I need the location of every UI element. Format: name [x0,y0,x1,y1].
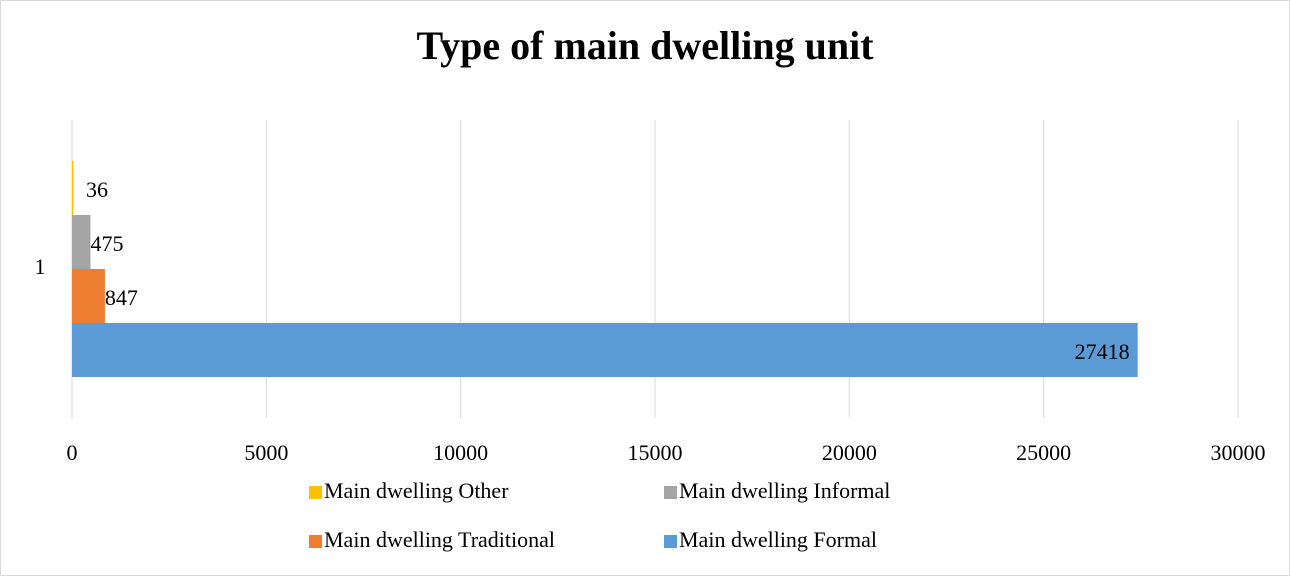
legend-label: Main dwelling Formal [679,527,877,552]
bar [72,161,74,215]
data-label: 847 [105,285,138,310]
legend-swatch [309,486,322,499]
legend-swatch [309,535,322,548]
x-tick-label: 30000 [1211,440,1266,465]
x-tick-label: 20000 [822,440,877,465]
x-tick-label: 0 [67,440,78,465]
x-tick-label: 25000 [1016,440,1071,465]
bar [72,269,105,323]
data-label: 475 [90,231,123,256]
x-tick-label: 10000 [433,440,488,465]
legend-swatch [664,535,677,548]
y-tick-label: 1 [35,254,46,279]
legend-label: Main dwelling Other [324,478,509,503]
bar [72,215,91,269]
bar [72,323,1138,377]
data-label: 36 [86,177,108,202]
legend-swatch [664,486,677,499]
x-tick-label: 15000 [628,440,683,465]
data-label: 27418 [1075,339,1130,364]
legend-label: Main dwelling Traditional [324,527,555,552]
legend-label: Main dwelling Informal [679,478,890,503]
chart-title: Type of main dwelling unit [416,23,874,68]
x-tick-label: 5000 [244,440,288,465]
